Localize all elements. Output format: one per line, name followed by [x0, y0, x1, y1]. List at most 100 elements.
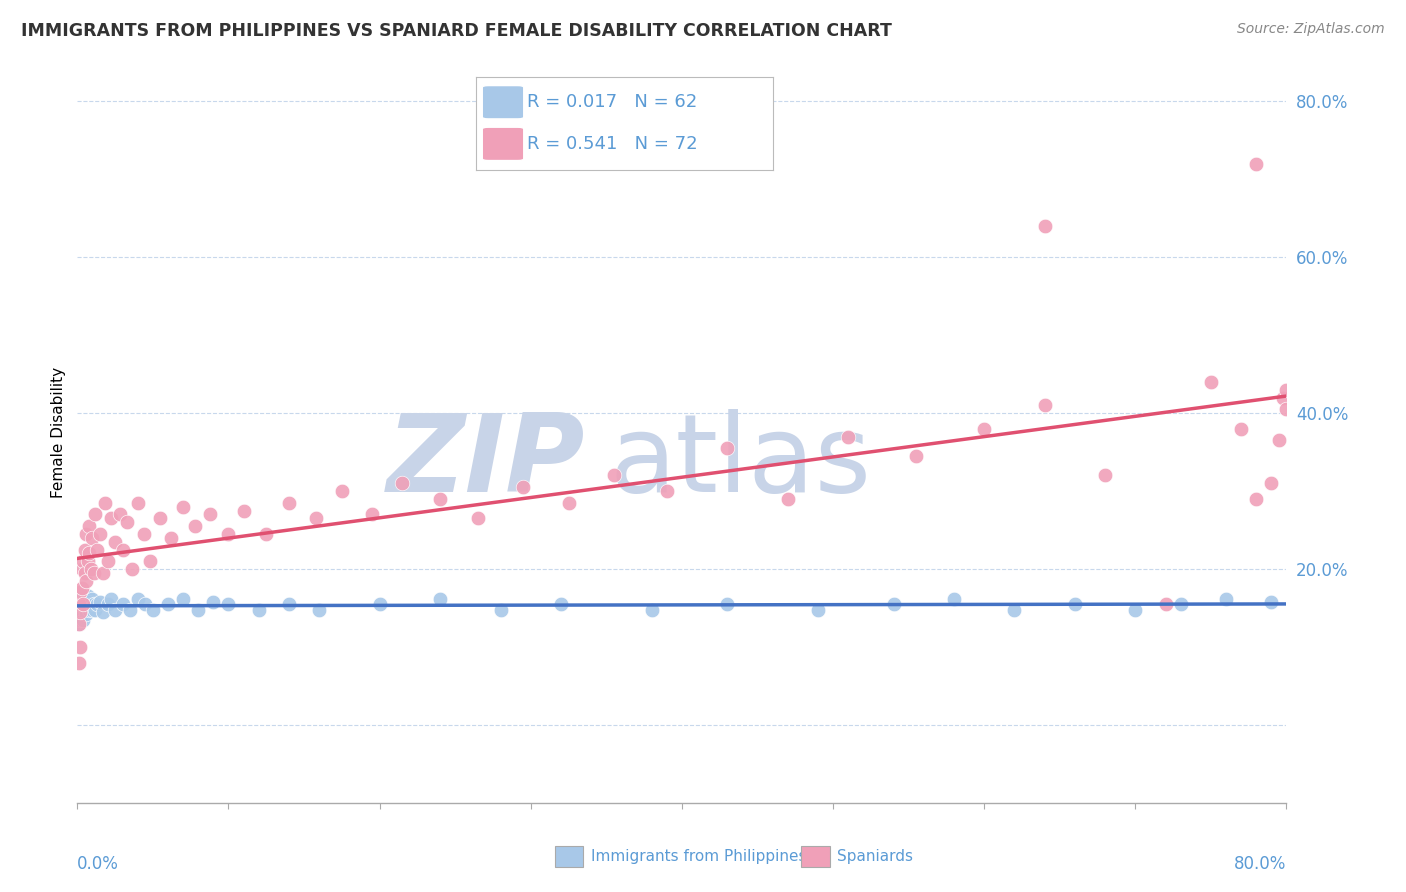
Point: [82, 602, 104, 616]
Text: IMMIGRANTS FROM PHILIPPINES VS SPANIARD FEMALE DISABILITY CORRELATION CHART: IMMIGRANTS FROM PHILIPPINES VS SPANIARD …: [21, 22, 891, 40]
Point: [776, 491, 799, 506]
Point: [84, 602, 107, 616]
Point: [1004, 602, 1026, 616]
Point: [883, 597, 905, 611]
Point: [91, 566, 114, 580]
Point: [67, 589, 90, 603]
Point: [67, 616, 90, 631]
Point: [489, 602, 512, 616]
Point: [70, 597, 93, 611]
Text: atlas: atlas: [609, 409, 872, 516]
Point: [89, 595, 111, 609]
Point: [67, 602, 90, 616]
Point: [1246, 157, 1268, 171]
Point: [86, 542, 108, 557]
Point: [70, 582, 93, 596]
Point: [69, 640, 91, 654]
Text: Immigrants from Philippines: Immigrants from Philippines: [591, 849, 806, 863]
Point: [79, 602, 101, 616]
Point: [75, 527, 97, 541]
Point: [429, 491, 451, 506]
Point: [716, 597, 738, 611]
Point: [232, 503, 254, 517]
Point: [69, 591, 91, 606]
Point: [330, 484, 353, 499]
Point: [108, 508, 131, 522]
Point: [100, 591, 122, 606]
Point: [69, 585, 91, 599]
Point: [69, 605, 91, 619]
Point: [157, 597, 180, 611]
Point: [187, 602, 209, 616]
Point: [70, 585, 93, 599]
Point: [89, 527, 111, 541]
Point: [127, 496, 149, 510]
Point: [254, 527, 277, 541]
Point: [77, 554, 100, 568]
Point: [70, 562, 93, 576]
Text: 80.0%: 80.0%: [1234, 855, 1286, 872]
Point: [72, 554, 94, 568]
Point: [1033, 219, 1056, 233]
Point: [127, 591, 149, 606]
Point: [837, 429, 859, 443]
Point: [1154, 597, 1177, 611]
Point: [73, 589, 96, 603]
Point: [79, 519, 101, 533]
Point: [278, 597, 301, 611]
Point: [172, 591, 194, 606]
Point: [218, 527, 240, 541]
Point: [86, 597, 108, 611]
Point: [69, 613, 91, 627]
Point: [91, 605, 114, 619]
Point: [655, 484, 678, 499]
Point: [73, 602, 96, 616]
Point: [67, 597, 90, 611]
Point: [80, 597, 103, 611]
Point: [67, 597, 90, 611]
Point: [84, 508, 107, 522]
Point: [368, 597, 391, 611]
Point: [429, 591, 451, 606]
Point: [82, 531, 104, 545]
Point: [200, 508, 222, 522]
Point: [184, 519, 207, 533]
Text: Spaniards: Spaniards: [837, 849, 912, 863]
Point: [75, 607, 97, 622]
Point: [716, 441, 738, 455]
Point: [1094, 468, 1116, 483]
Point: [973, 422, 995, 436]
Point: [120, 602, 142, 616]
Point: [550, 597, 572, 611]
Point: [96, 597, 118, 611]
Point: [1246, 491, 1268, 506]
Point: [1215, 591, 1237, 606]
Point: [93, 496, 115, 510]
Point: [1268, 434, 1291, 448]
Point: [1275, 383, 1298, 397]
Point: [72, 613, 94, 627]
Point: [72, 595, 94, 609]
Point: [1123, 602, 1146, 616]
Point: [67, 608, 90, 623]
Text: ZIP: ZIP: [387, 409, 585, 516]
Point: [1064, 597, 1087, 611]
Point: [79, 546, 101, 560]
Point: [1033, 398, 1056, 412]
Point: [134, 597, 156, 611]
Point: [1260, 476, 1282, 491]
Point: [111, 597, 134, 611]
Point: [149, 511, 172, 525]
Point: [247, 602, 270, 616]
Point: [73, 597, 96, 611]
Point: [202, 595, 225, 609]
Point: [1260, 595, 1282, 609]
Point: [83, 597, 105, 611]
Point: [82, 591, 104, 606]
Point: [160, 531, 183, 545]
Point: [121, 562, 143, 576]
Point: [942, 591, 965, 606]
Point: [73, 542, 96, 557]
Point: [67, 616, 90, 631]
Point: [467, 511, 489, 525]
